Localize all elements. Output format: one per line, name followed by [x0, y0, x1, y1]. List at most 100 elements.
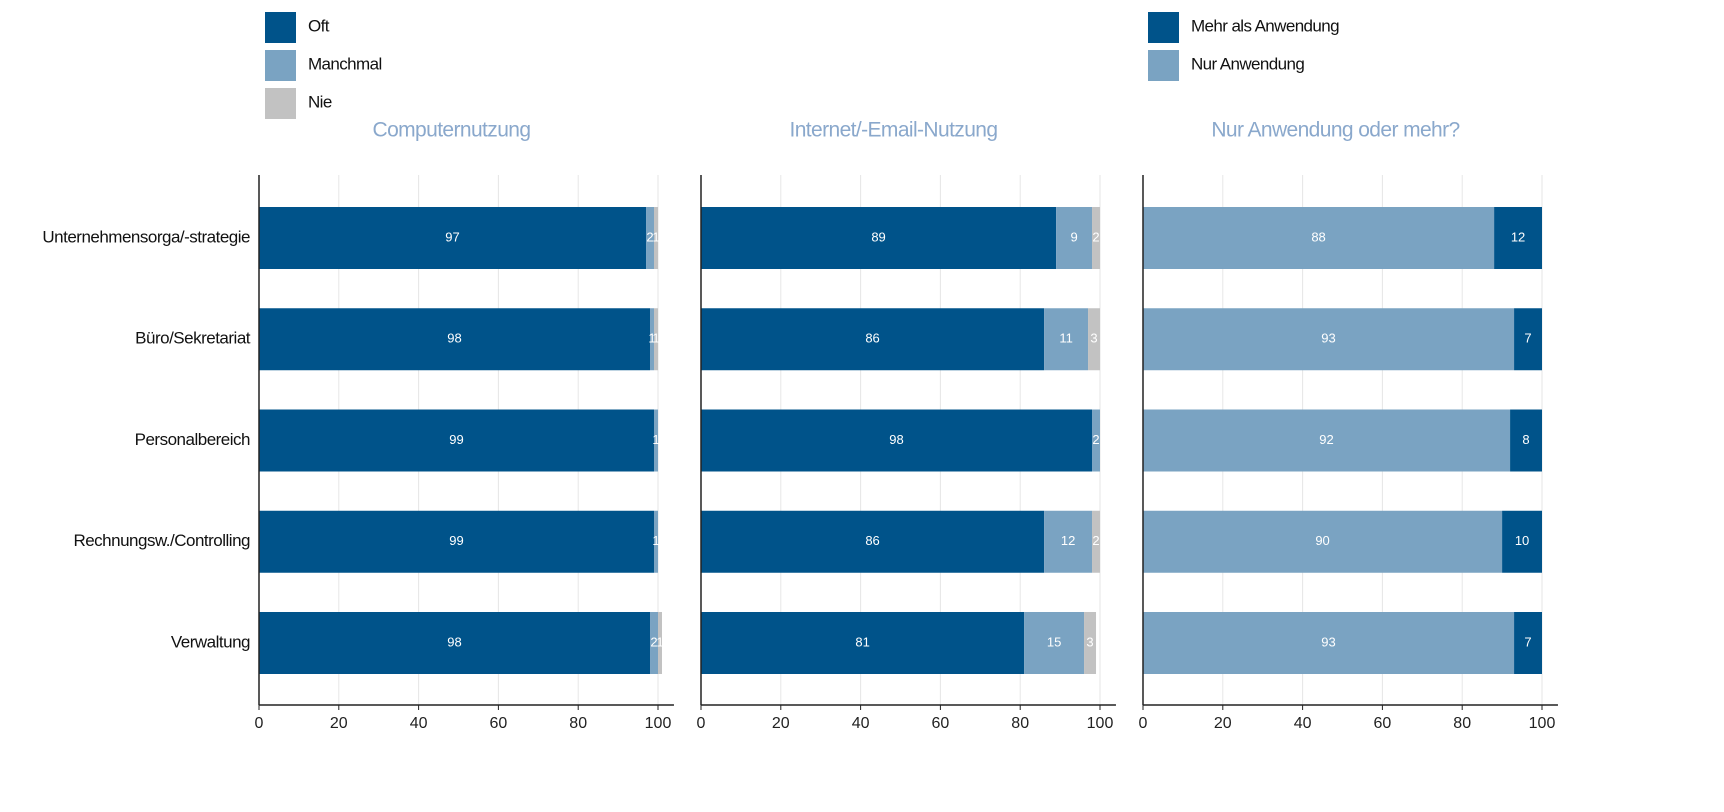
- bar-segment: [1092, 207, 1100, 269]
- bar-segment: [259, 207, 647, 269]
- bar-segment: [654, 308, 658, 371]
- bar-segment: [1502, 510, 1542, 573]
- bar-segment: [1088, 308, 1100, 371]
- data-label: 93: [1321, 331, 1335, 346]
- data-label: 8: [1522, 432, 1529, 447]
- data-label: 3: [1086, 634, 1093, 649]
- x-tick-label: 0: [1139, 715, 1148, 732]
- category-label: Verwaltung: [171, 632, 250, 651]
- data-label: 99: [449, 533, 463, 548]
- data-label: 98: [889, 432, 903, 447]
- bar-segment: [658, 612, 662, 674]
- bar-segment: [654, 409, 658, 472]
- bar-segment: [1494, 207, 1542, 269]
- bar-segment: [701, 308, 1045, 371]
- legend-label: Oft: [308, 16, 330, 35]
- bar-segment: [1143, 207, 1495, 269]
- x-tick-label: 40: [1294, 715, 1312, 732]
- data-label: 2: [650, 634, 657, 649]
- bar-segment: [1092, 510, 1100, 573]
- panel-title: Computernutzung: [373, 119, 531, 142]
- data-label: 2: [1092, 533, 1099, 548]
- bar-segment: [701, 612, 1025, 674]
- x-tick-label: 20: [1214, 715, 1232, 732]
- data-label: 2: [646, 229, 653, 244]
- panel-title: Nur Anwendung oder mehr?: [1211, 119, 1459, 142]
- category-label: Büro/Sekretariat: [135, 329, 251, 348]
- data-label: 12: [1511, 229, 1525, 244]
- bar-segment: [259, 612, 651, 674]
- x-tick-label: 60: [1374, 715, 1392, 732]
- bar-segment: [1044, 510, 1093, 573]
- data-label: 1: [656, 634, 663, 649]
- data-label: 98: [447, 634, 461, 649]
- bar-segment: [259, 510, 655, 573]
- data-label: 3: [1090, 331, 1097, 346]
- data-label: 92: [1319, 432, 1333, 447]
- legend-label: Nur Anwendung: [1191, 54, 1304, 73]
- bar-segment: [1044, 308, 1089, 371]
- data-label: 12: [1061, 533, 1075, 548]
- data-label: 1: [648, 331, 655, 346]
- legend-swatch: [265, 12, 296, 43]
- bar-segment: [1510, 409, 1542, 472]
- bar-segment: [1024, 612, 1085, 674]
- bar-segment: [1143, 510, 1503, 573]
- x-tick-label: 0: [255, 715, 264, 732]
- legend-swatch: [265, 88, 296, 119]
- data-label: 10: [1515, 533, 1529, 548]
- data-label: 99: [449, 432, 463, 447]
- data-label: 81: [855, 634, 869, 649]
- data-label: 11: [1059, 331, 1073, 346]
- data-label: 90: [1315, 533, 1329, 548]
- data-label: 88: [1311, 229, 1325, 244]
- x-tick-label: 60: [490, 715, 508, 732]
- bar-segment: [650, 308, 655, 371]
- panel-title: Internet/-Email-Nutzung: [789, 119, 997, 142]
- data-label: 15: [1047, 634, 1061, 649]
- bar-segment: [1514, 612, 1542, 674]
- x-tick-label: 80: [1011, 715, 1029, 732]
- bar-segment: [1143, 308, 1515, 371]
- bar-segment: [259, 308, 651, 371]
- legend-swatch: [1148, 50, 1179, 81]
- category-label: Personalbereich: [135, 430, 250, 449]
- bar-segment: [259, 409, 655, 472]
- x-tick-label: 100: [645, 715, 672, 732]
- data-label: 1: [652, 432, 659, 447]
- bar-segment: [650, 612, 658, 674]
- bar-segment: [646, 207, 655, 269]
- bar-segment: [701, 207, 1057, 269]
- bar-segment: [1092, 409, 1100, 472]
- bar-segment: [1514, 308, 1542, 371]
- legend-label: Nie: [308, 92, 332, 111]
- x-tick-label: 40: [852, 715, 870, 732]
- data-label: 89: [871, 229, 885, 244]
- bar-segment: [654, 510, 658, 573]
- legend-label: Mehr als Anwendung: [1191, 16, 1339, 35]
- bar-segment: [1056, 207, 1093, 269]
- x-tick-label: 80: [1453, 715, 1471, 732]
- legend-swatch: [1148, 12, 1179, 43]
- data-label: 7: [1524, 634, 1531, 649]
- x-tick-label: 60: [932, 715, 950, 732]
- x-tick-label: 100: [1087, 715, 1114, 732]
- legend-label: Manchmal: [308, 54, 382, 73]
- bar-segment: [701, 510, 1045, 573]
- data-label: 9: [1070, 229, 1077, 244]
- bar-segment: [701, 409, 1093, 472]
- data-label: 1: [652, 331, 659, 346]
- x-tick-label: 100: [1529, 715, 1556, 732]
- data-label: 97: [445, 229, 459, 244]
- data-label: 98: [447, 331, 461, 346]
- data-label: 1: [652, 533, 659, 548]
- bar-segment: [654, 207, 658, 269]
- data-label: 1: [652, 229, 659, 244]
- data-label: 93: [1321, 634, 1335, 649]
- data-label: 2: [1092, 432, 1099, 447]
- legend-swatch: [265, 50, 296, 81]
- data-label: 2: [1092, 229, 1099, 244]
- x-tick-label: 0: [697, 715, 706, 732]
- x-tick-label: 40: [410, 715, 428, 732]
